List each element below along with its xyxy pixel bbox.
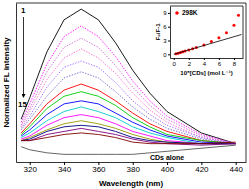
y-axis-line [16,4,17,163]
x-axis-line [171,58,244,59]
data-line [21,115,236,144]
data-line [21,128,236,145]
x-tick: 380 [127,162,141,174]
legend-swatch [175,11,179,15]
frame-right [246,3,247,162]
x-tick-label: 320 [24,165,38,174]
y-tick-label: 3 [163,38,167,44]
data-line [21,125,236,143]
data-line [174,35,242,55]
y-tick: 6 [163,24,170,30]
data-line [21,133,236,144]
plot-0: 320340360380400420440Wavelength (nm)Norm… [2,3,246,188]
x-tick-mark [174,58,175,60]
x-tick: 0 [173,58,177,67]
x-tick: 420 [195,162,209,174]
x-tick-mark [219,58,220,60]
x-axis-title: Wavelength (nm) [99,179,163,188]
legend-label: 298K [182,9,198,16]
x-tick-label: 2 [188,61,192,67]
chart-svg: 320340360380400420440Wavelength (nm)Norm… [0,0,249,189]
data-line [21,38,236,143]
x-tick: 360 [92,162,106,174]
trend-arrow [23,17,24,96]
x-tick-mark [234,58,235,60]
y-axis-line [170,7,171,59]
y-tick-mark [168,41,170,42]
frame-top [16,3,246,4]
x-tick-label: 440 [230,165,244,174]
x-tick: 400 [161,162,175,174]
y-tick: 3 [163,38,170,44]
data-point [210,40,213,43]
curve-label: 15 [18,100,27,109]
x-axis-title: 10⁵[CDs] (mol L⁻¹) [180,70,232,76]
data-point [217,36,220,39]
x-tick-label: 380 [127,165,141,174]
y-tick-label: 9 [163,10,167,16]
y-tick-mark [168,13,170,14]
y-tick: 0 [163,52,170,58]
data-line [21,9,236,144]
x-tick-label: 0 [173,61,177,67]
x-tick-label: 400 [161,165,175,174]
frame-right [243,6,244,58]
data-line [21,145,236,154]
data-line [21,121,236,144]
data-point [225,31,228,34]
x-tick: 8 [233,58,237,67]
x-tick-label: 340 [58,165,72,174]
data-line [21,101,236,144]
data-line [21,72,236,144]
y-tick-label: 6 [163,24,167,30]
x-tick: 4 [203,58,207,67]
series-group [21,9,236,154]
plot-1: 0 2 4 6 8 0 3 6 9 10⁵[CDs] (mol L⁻¹) F₀/F-1 298K [155,6,244,76]
chart-root: 320340360380400420440Wavelength (nm)Norm… [0,0,249,189]
y-axis-title: Normalized FL intensity [2,37,11,128]
x-axis-line [17,162,247,163]
x-tick-mark [204,58,205,60]
y-tick: 9 [163,10,170,16]
x-tick-label: 420 [195,165,209,174]
series-group [174,14,242,56]
x-tick: 6 [218,58,222,67]
x-tick: 2 [188,58,192,67]
frame-top [170,6,243,7]
x-tick-label: 8 [233,61,237,67]
data-line [21,61,236,144]
x-tick: 340 [58,162,72,174]
data-line [21,84,236,144]
y-axis-title: F₀/F-1 [155,23,161,41]
data-line [21,26,236,144]
x-tick-mark [189,58,190,60]
legend: 298K [175,9,198,16]
curve-label: 1 [21,6,26,15]
y-tick-mark [168,27,170,28]
y-axis: 0 3 6 9 [163,7,170,59]
data-line [21,49,236,144]
curve-label: CDs alone [150,154,184,161]
data-line [21,92,236,144]
x-axis: 0 2 4 6 8 [171,58,244,67]
y-axis [16,4,17,163]
x-tick: 320 [24,162,38,174]
x-axis: 320 340 360 380 400 420 440 [17,162,247,174]
x-tick-label: 6 [218,61,222,67]
y-tick-label: 0 [163,52,167,58]
x-tick: 440 [230,162,244,174]
data-point [232,24,235,27]
x-tick-label: 4 [203,61,207,67]
x-tick-label: 360 [92,165,106,174]
y-tick-mark [168,54,170,55]
data-point [237,14,240,17]
